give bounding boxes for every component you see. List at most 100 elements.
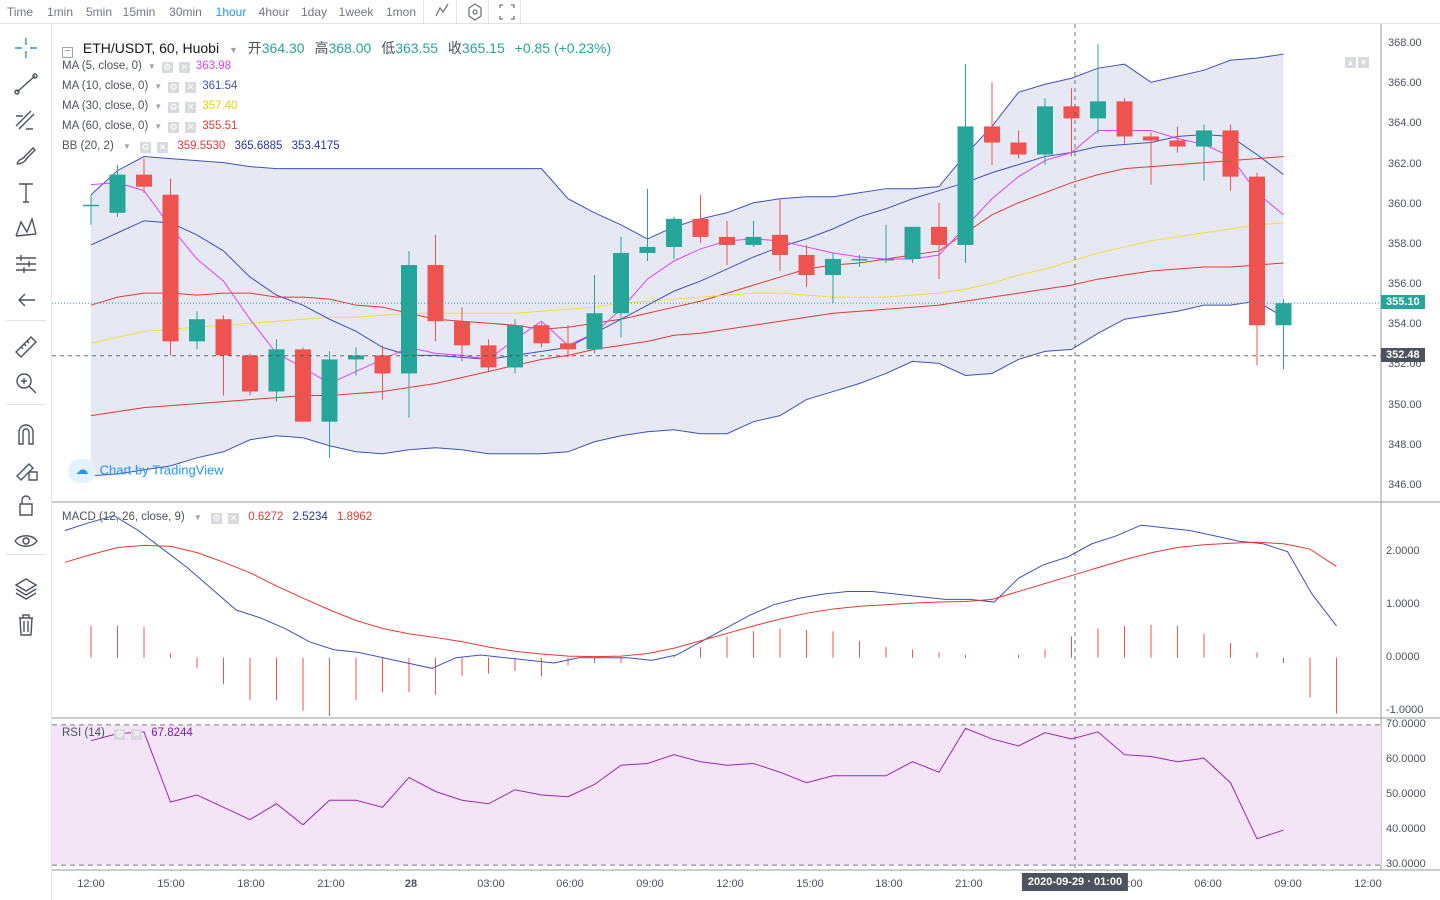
candle-body	[1143, 136, 1159, 141]
timeframe-1week[interactable]: 1week	[338, 5, 374, 19]
chevron-down-icon[interactable]: ▼	[154, 102, 163, 111]
chevron-down-icon[interactable]: ▼	[147, 62, 156, 71]
collapse-icon[interactable]: −	[62, 47, 73, 58]
timeframe-1day[interactable]: 1day	[300, 5, 328, 19]
chevron-down-icon[interactable]: ▼	[122, 142, 131, 151]
macd-tick-label: 1.0000	[1386, 597, 1420, 610]
chevron-down-icon[interactable]: ▼	[193, 513, 202, 522]
timeframe-30min[interactable]: 30min	[169, 5, 202, 19]
ruler-icon[interactable]	[11, 332, 41, 360]
candle-body	[454, 321, 470, 346]
bb-lower-line	[90, 300, 1284, 477]
settings-icon[interactable]: ⚙	[168, 102, 180, 113]
close-icon[interactable]: ✕	[185, 122, 197, 133]
text-icon[interactable]	[11, 178, 41, 206]
trash-icon[interactable]	[11, 610, 41, 638]
lock-drawing-icon[interactable]	[11, 454, 41, 482]
settings-icon[interactable]: ⚙	[140, 142, 152, 153]
fib-icon[interactable]	[11, 106, 41, 134]
close-value: 365.15	[461, 40, 505, 56]
timeframe-toolbar: Time 1min 5min 15min 30min 1hour 4hour 1day 1wee…	[0, 0, 1440, 24]
rsi-tick-label: 40.0000	[1386, 823, 1426, 836]
chevron-down-icon[interactable]: ▼	[154, 122, 163, 131]
candle-body	[507, 325, 523, 368]
candle-body	[1037, 106, 1053, 155]
candle-body	[1063, 106, 1080, 119]
candle-body	[904, 226, 921, 259]
macd-legend: MACD (12, 26, close, 9) ▼ ⚙ ✕ 0.6272 2.52…	[62, 511, 378, 524]
crosshair-icon[interactable]	[11, 34, 41, 62]
macd-hist-value: 0.6272	[248, 511, 284, 523]
close-icon[interactable]: ✕	[178, 62, 190, 73]
zoom-in-icon[interactable]	[11, 368, 41, 396]
pane-down-icon[interactable]: ▼	[1358, 57, 1369, 68]
eye-icon[interactable]	[11, 526, 41, 554]
timeframe-5min[interactable]: 5min	[85, 5, 112, 19]
timeframe-1min[interactable]: 1min	[46, 5, 73, 19]
magnet-icon[interactable]	[11, 420, 41, 448]
settings-icon[interactable]: ⚙	[211, 513, 223, 524]
price-tick-label: 356.00	[1388, 278, 1422, 291]
candle-body	[560, 343, 576, 350]
candle-body	[1010, 142, 1027, 155]
high-label: 高	[314, 40, 329, 56]
layers-icon[interactable]	[11, 574, 41, 602]
bb-label: BB (20, 2)	[62, 140, 114, 152]
time-tick-label: 21:00	[955, 878, 983, 890]
toolbar-divider	[6, 404, 46, 405]
indicators-icon[interactable]	[463, 0, 487, 24]
ma-value: 355.51	[202, 120, 238, 132]
timeframe-1mon[interactable]: 1mon	[385, 5, 417, 19]
timeframe-4hour[interactable]: 4hour	[258, 5, 290, 19]
timeframe-1hour[interactable]: 1hour	[215, 5, 247, 19]
fullscreen-icon[interactable]	[495, 0, 519, 24]
toolbar-divider	[520, 0, 521, 24]
cursor-price-badge: 352.48	[1381, 347, 1425, 362]
time-tick-label: 12:00	[716, 878, 744, 890]
chevron-down-icon[interactable]: ▼	[228, 45, 238, 55]
pane-controls: ▲ ▼	[1345, 51, 1371, 69]
pattern-icon[interactable]	[11, 214, 41, 242]
close-icon[interactable]: ✕	[185, 102, 197, 113]
unlock-icon[interactable]	[11, 490, 41, 518]
pane-up-icon[interactable]: ▲	[1345, 57, 1356, 68]
candle-body	[1275, 303, 1292, 326]
time-tick-label: 12:00	[1354, 878, 1382, 890]
chart-style-icon[interactable]	[430, 0, 454, 24]
ma5-line	[90, 129, 1284, 385]
settings-icon[interactable]: ⚙	[114, 729, 126, 740]
settings-icon[interactable]: ⚙	[168, 82, 180, 93]
watermark[interactable]: ☁ Chart by TradingView	[68, 459, 224, 483]
timeframe-15min[interactable]: 15min	[122, 5, 156, 19]
candle-body	[1169, 140, 1186, 147]
ma-value: 357.40	[202, 100, 238, 112]
close-icon[interactable]: ✕	[157, 142, 169, 153]
toolbar-divider	[488, 0, 489, 24]
low-value: 363.55	[395, 40, 439, 56]
bb-basis-line	[90, 156, 1284, 330]
time-tick-label: 09:00	[636, 878, 664, 890]
chevron-down-icon[interactable]: ▼	[154, 82, 163, 91]
candle-body	[772, 234, 788, 255]
candle-body	[719, 236, 735, 245]
price-tick-label: 368.00	[1388, 37, 1422, 50]
settings-icon[interactable]: ⚙	[168, 122, 180, 133]
timeframe-time[interactable]: Time	[6, 5, 34, 19]
toolbar-divider	[6, 554, 46, 555]
macd-tick-label: 2.0000	[1386, 544, 1420, 557]
ma-label: MA (30, close, 0)	[62, 100, 149, 112]
back-arrow-icon[interactable]	[11, 286, 41, 314]
close-icon[interactable]: ✕	[185, 82, 197, 93]
trend-line-icon[interactable]	[11, 70, 41, 98]
drawing-toolbar	[0, 24, 52, 900]
brush-icon[interactable]	[11, 142, 41, 170]
chart-area[interactable]	[52, 24, 1440, 900]
low-label: 低	[381, 40, 396, 56]
macd-line	[64, 515, 1337, 669]
forecast-icon[interactable]	[11, 250, 41, 278]
candle-body	[321, 359, 338, 422]
close-icon[interactable]: ✕	[131, 729, 143, 740]
price-tick-label: 360.00	[1388, 197, 1422, 210]
close-icon[interactable]: ✕	[228, 513, 240, 524]
settings-icon[interactable]: ⚙	[161, 62, 173, 73]
